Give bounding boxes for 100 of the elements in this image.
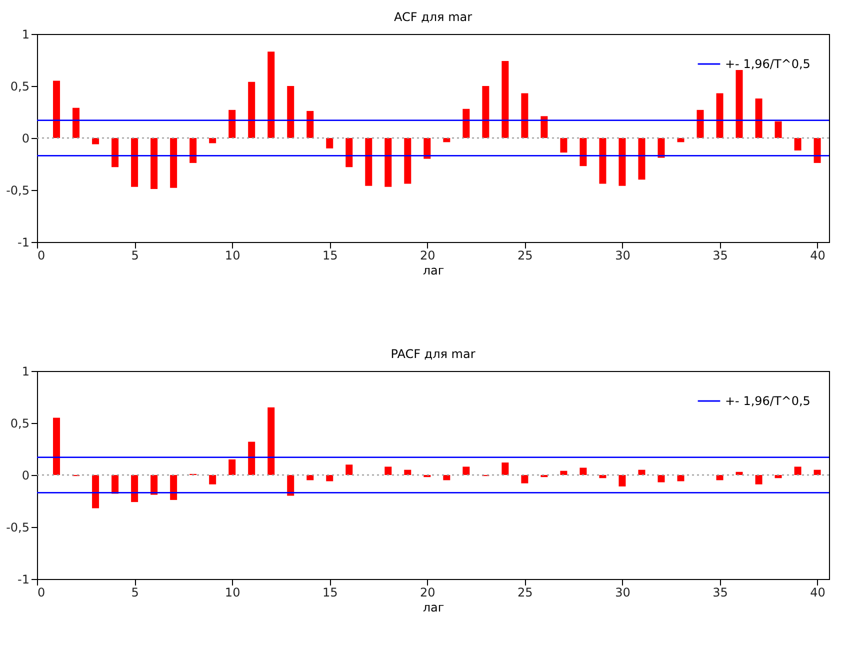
bar bbox=[814, 470, 821, 475]
bar bbox=[209, 138, 216, 144]
x-tick-label: 20 bbox=[420, 248, 436, 262]
bar bbox=[462, 108, 470, 138]
bar bbox=[326, 138, 334, 148]
bar bbox=[599, 475, 606, 478]
bar bbox=[736, 472, 743, 475]
bar bbox=[716, 475, 724, 480]
bar bbox=[92, 475, 100, 508]
bar bbox=[384, 466, 392, 475]
bar bbox=[774, 121, 782, 138]
bar bbox=[696, 110, 704, 138]
bar bbox=[736, 69, 743, 138]
bar bbox=[716, 93, 724, 138]
bar bbox=[462, 466, 470, 475]
bar bbox=[228, 459, 236, 475]
bar bbox=[580, 468, 587, 475]
bar bbox=[268, 407, 275, 475]
bar bbox=[540, 116, 548, 138]
bar bbox=[521, 93, 528, 138]
bar bbox=[638, 138, 646, 180]
bar bbox=[306, 110, 314, 138]
x-tick-label: 30 bbox=[615, 248, 630, 262]
x-tick-label: 20 bbox=[420, 586, 436, 600]
bar bbox=[268, 52, 275, 138]
x-tick-label: 30 bbox=[615, 586, 630, 600]
x-tick-label: 15 bbox=[322, 586, 338, 600]
bar bbox=[404, 138, 412, 184]
x-tick-label: 25 bbox=[518, 248, 533, 262]
bar bbox=[580, 138, 587, 166]
bar bbox=[658, 475, 665, 482]
legend-label: +- 1,96/T^0,5 bbox=[725, 394, 810, 408]
x-tick-label: 40 bbox=[810, 586, 826, 600]
y-tick-label: 1 bbox=[22, 364, 30, 378]
bar bbox=[814, 138, 821, 163]
bar bbox=[92, 138, 100, 144]
bar bbox=[794, 138, 802, 150]
bar bbox=[677, 475, 684, 482]
bar bbox=[755, 475, 762, 484]
bar bbox=[131, 475, 138, 502]
bar bbox=[404, 470, 412, 475]
bar bbox=[443, 138, 450, 142]
legend-label: +- 1,96/T^0,5 bbox=[725, 57, 810, 71]
y-tick-label: 1 bbox=[22, 28, 30, 42]
bar bbox=[170, 138, 178, 188]
x-axis-title: лаг bbox=[422, 264, 444, 278]
x-tick-label: 0 bbox=[38, 586, 46, 600]
bar bbox=[560, 138, 568, 153]
bar bbox=[482, 86, 490, 138]
bar bbox=[53, 418, 60, 475]
bar bbox=[53, 80, 60, 138]
x-tick-label: 15 bbox=[322, 248, 338, 262]
bar bbox=[287, 475, 294, 496]
bar bbox=[618, 475, 626, 486]
x-tick-label: 5 bbox=[131, 248, 139, 262]
y-tick-label: -1 bbox=[18, 572, 30, 586]
y-tick-label: -0,5 bbox=[6, 520, 30, 534]
bar bbox=[248, 442, 256, 475]
bar bbox=[599, 138, 606, 184]
bar bbox=[248, 82, 256, 138]
x-tick-label: 40 bbox=[810, 248, 826, 262]
bar bbox=[502, 61, 509, 138]
bar bbox=[72, 108, 80, 138]
bar bbox=[677, 138, 684, 142]
bar bbox=[365, 138, 372, 186]
x-axis-title: лаг bbox=[422, 600, 444, 614]
bar bbox=[209, 475, 216, 484]
bar bbox=[521, 475, 528, 484]
bar bbox=[618, 138, 626, 186]
bar bbox=[346, 464, 353, 475]
x-tick-label: 5 bbox=[131, 586, 139, 600]
y-tick-label: 0 bbox=[22, 468, 30, 482]
bar bbox=[560, 470, 568, 475]
bar bbox=[326, 475, 334, 482]
bar bbox=[112, 138, 119, 168]
bar bbox=[384, 138, 392, 187]
y-tick-label: 0 bbox=[22, 132, 30, 146]
y-tick-label: 0,5 bbox=[10, 416, 30, 430]
x-tick-label: 35 bbox=[712, 248, 728, 262]
bar bbox=[170, 475, 178, 500]
bar bbox=[443, 475, 450, 480]
bar bbox=[131, 138, 138, 187]
bar bbox=[287, 86, 294, 138]
chart-title: ACF для mar bbox=[394, 10, 472, 24]
x-tick-label: 25 bbox=[518, 586, 533, 600]
bar bbox=[150, 138, 158, 189]
x-tick-label: 0 bbox=[38, 248, 46, 262]
y-tick-label: -1 bbox=[18, 236, 30, 250]
y-tick-label: -0,5 bbox=[6, 184, 30, 198]
bar bbox=[502, 462, 509, 475]
bar bbox=[424, 138, 431, 159]
chart-title: PACF для mar bbox=[390, 347, 476, 361]
bar bbox=[346, 138, 353, 168]
x-tick-label: 35 bbox=[712, 586, 728, 600]
bar bbox=[755, 98, 762, 138]
bar bbox=[150, 475, 158, 495]
bar bbox=[658, 138, 665, 158]
x-tick-label: 10 bbox=[224, 248, 240, 262]
bar bbox=[306, 475, 314, 480]
y-tick-label: 0,5 bbox=[10, 80, 30, 94]
